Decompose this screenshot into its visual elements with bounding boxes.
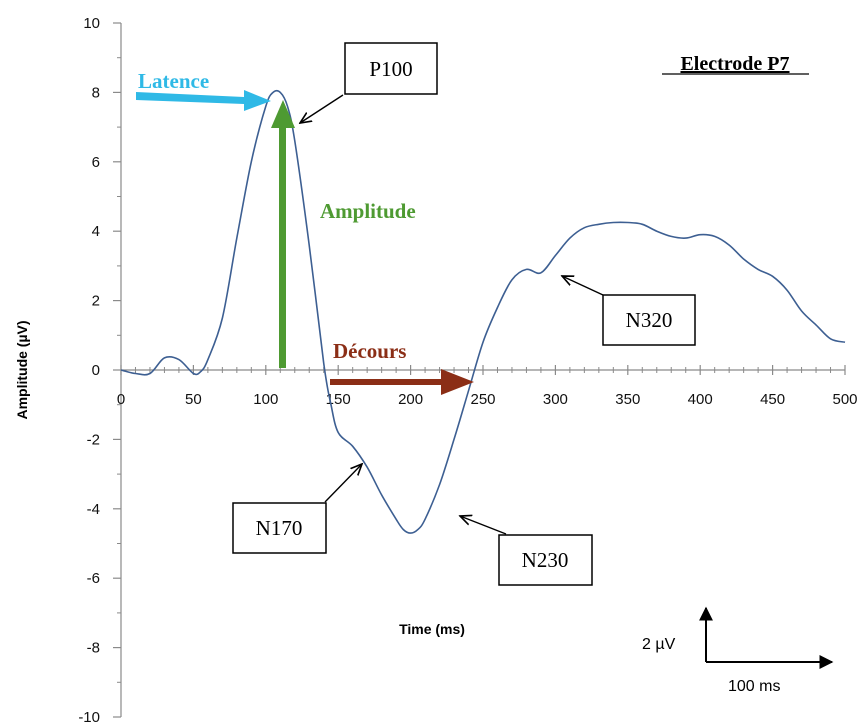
p100-box [344,42,438,95]
n230-box [498,534,593,586]
x-tick-label: 50 [185,391,202,408]
x-tick-label: 100 [253,391,278,408]
n170-label: N170 [256,516,303,540]
y-tick-label: -4 [87,501,100,518]
x-axis-label: Time (ms) [399,621,465,637]
y-tick-label: 8 [92,84,100,101]
chart-title: Electrode P7 [680,53,789,75]
decours-arrow-head [441,369,474,395]
y-tick-label: -6 [87,570,100,587]
y-tick-label: -10 [78,709,100,725]
y-tick-label: 6 [92,154,100,171]
x-tick-label: 150 [326,391,351,408]
n320-pointer-arrow [562,276,604,296]
n230-label: N230 [522,548,569,572]
x-tick-label: 400 [688,391,713,408]
p100-label: P100 [369,57,412,81]
x-tick-label: 450 [760,391,785,408]
n170-pointer-arrow [324,464,362,503]
y-ticks: 10 8 6 4 2 0 -2 -4 -6 -8 -10 [78,15,121,725]
x-ticks: 0 50 100 150 200 250 300 350 400 450 500 [117,365,858,408]
x-tick-label: 0 [117,391,125,408]
x-tick-label: 200 [398,391,423,408]
decours-arrow-shaft [330,379,445,385]
p100-pointer-arrow [300,94,344,123]
y-tick-label: -8 [87,640,100,657]
amplitude-arrow-shaft [279,126,286,368]
n320-box [602,294,696,346]
n320-label: N320 [626,308,673,332]
y-tick-label: 4 [92,223,100,240]
n170-box [232,502,327,554]
n230-pointer-arrow [460,516,507,535]
y-tick-label: 10 [83,15,100,32]
y-axis-label: Amplitude (µV) [14,320,30,419]
y-tick-label: -2 [87,431,100,448]
x-tick-label: 350 [615,391,640,408]
y-tick-label: 0 [92,362,100,379]
amplitude-label: Amplitude [320,199,416,223]
series-line [120,89,846,534]
y-tick-label: 2 [92,293,100,310]
x-tick-label: 300 [543,391,568,408]
latence-arrow [136,90,271,111]
x-tick-label: 250 [470,391,495,408]
amplitude-arrow-head [271,100,295,128]
scale-bar-vertical-label: 2 µV [642,636,676,653]
latence-label: Latence [138,69,209,93]
scale-bar-horizontal-label: 100 ms [728,678,780,695]
decours-label: Décours [333,339,406,363]
x-tick-label: 500 [832,391,857,408]
